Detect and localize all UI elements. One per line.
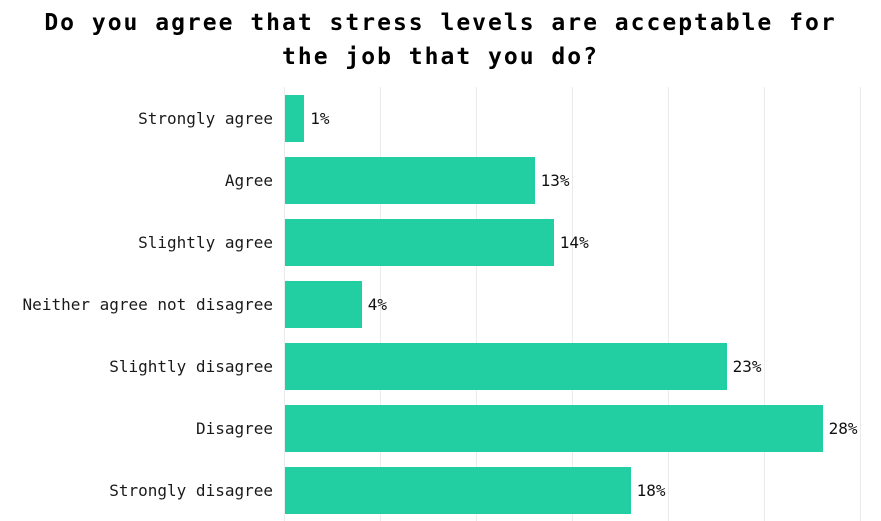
gridline xyxy=(572,87,573,521)
plot-area: Strongly agree 1% Agree 13% Slightly agr… xyxy=(0,87,881,521)
gridline xyxy=(380,87,381,521)
bar-row: Slightly disagree 23% xyxy=(0,335,881,397)
bar-track xyxy=(285,94,305,142)
value-label: 13% xyxy=(540,170,570,190)
bar xyxy=(285,218,554,266)
category-label: Neither agree not disagree xyxy=(22,294,273,314)
bar-track xyxy=(285,218,554,266)
bar xyxy=(285,466,631,514)
category-label: Slightly disagree xyxy=(109,356,273,376)
bar xyxy=(285,280,362,328)
bar-row: Disagree 28% xyxy=(0,397,881,459)
value-label: 23% xyxy=(732,356,762,376)
category-label: Strongly agree xyxy=(138,108,273,128)
bar-track xyxy=(285,404,823,452)
category-label: Agree xyxy=(224,170,273,190)
value-label: 14% xyxy=(559,232,589,252)
value-label: 18% xyxy=(636,480,666,500)
bar-row: Agree 13% xyxy=(0,149,881,211)
gridline xyxy=(764,87,765,521)
value-label: 28% xyxy=(828,418,858,438)
gridline xyxy=(860,87,861,521)
gridlines xyxy=(0,87,881,521)
bar-track xyxy=(285,280,362,328)
bar-row: Strongly disagree 18% xyxy=(0,459,881,521)
category-label: Slightly agree xyxy=(138,232,273,252)
value-label: 4% xyxy=(367,294,388,314)
bar xyxy=(285,404,823,452)
gridline xyxy=(476,87,477,521)
bar-rows: Strongly agree 1% Agree 13% Slightly agr… xyxy=(0,87,881,521)
bar xyxy=(285,156,535,204)
bar xyxy=(285,342,727,390)
bar-row: Neither agree not disagree 4% xyxy=(0,273,881,335)
category-label: Disagree xyxy=(195,418,273,438)
bar xyxy=(285,94,305,142)
bar-track xyxy=(285,342,727,390)
bar-row: Strongly agree 1% xyxy=(0,87,881,149)
gridline xyxy=(284,87,285,521)
bar-row: Slightly agree 14% xyxy=(0,211,881,273)
bar-track xyxy=(285,466,631,514)
gridline xyxy=(668,87,669,521)
category-label: Strongly disagree xyxy=(109,480,273,500)
value-label: 1% xyxy=(310,108,330,128)
chart-title: Do you agree that stress levels are acce… xyxy=(44,10,837,70)
bar-track xyxy=(285,156,535,204)
